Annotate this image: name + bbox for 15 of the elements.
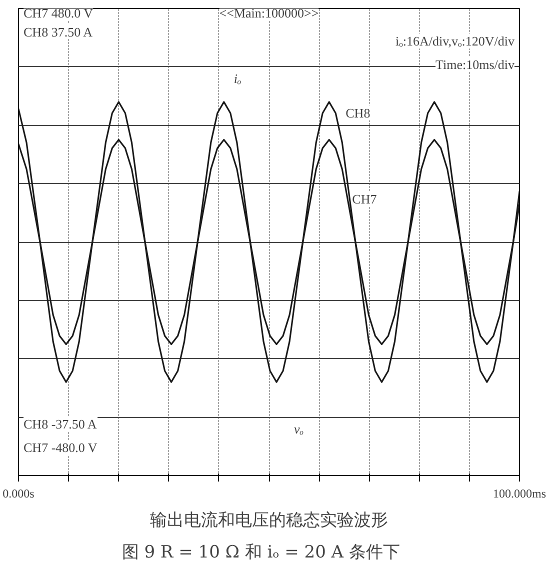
text: 图 9 R = 10 Ω 和 iₒ = 20 A 条件下 — [122, 542, 400, 562]
x-tick-label: 0.000s — [2, 486, 35, 500]
x-tick-label: 100.000ms — [493, 486, 546, 500]
text: <<Main:100000>> — [219, 6, 319, 21]
text: CH7 -480.0 V — [24, 440, 98, 455]
text: 输出电流和电压的稳态实验波形 — [150, 510, 388, 530]
text: CH7 480.0 V — [24, 6, 94, 21]
text: iₒ — [234, 71, 242, 86]
series-label: CH7 — [352, 192, 378, 207]
text: vₒ — [294, 421, 304, 436]
text: CH8 37.50 A — [24, 24, 94, 40]
text: iₒ:16A/div,vₒ:120V/div — [396, 34, 515, 49]
text: CH8 -37.50 A — [24, 416, 98, 432]
series-label: CH8 — [346, 106, 370, 121]
text: Time:10ms/div — [436, 57, 515, 72]
